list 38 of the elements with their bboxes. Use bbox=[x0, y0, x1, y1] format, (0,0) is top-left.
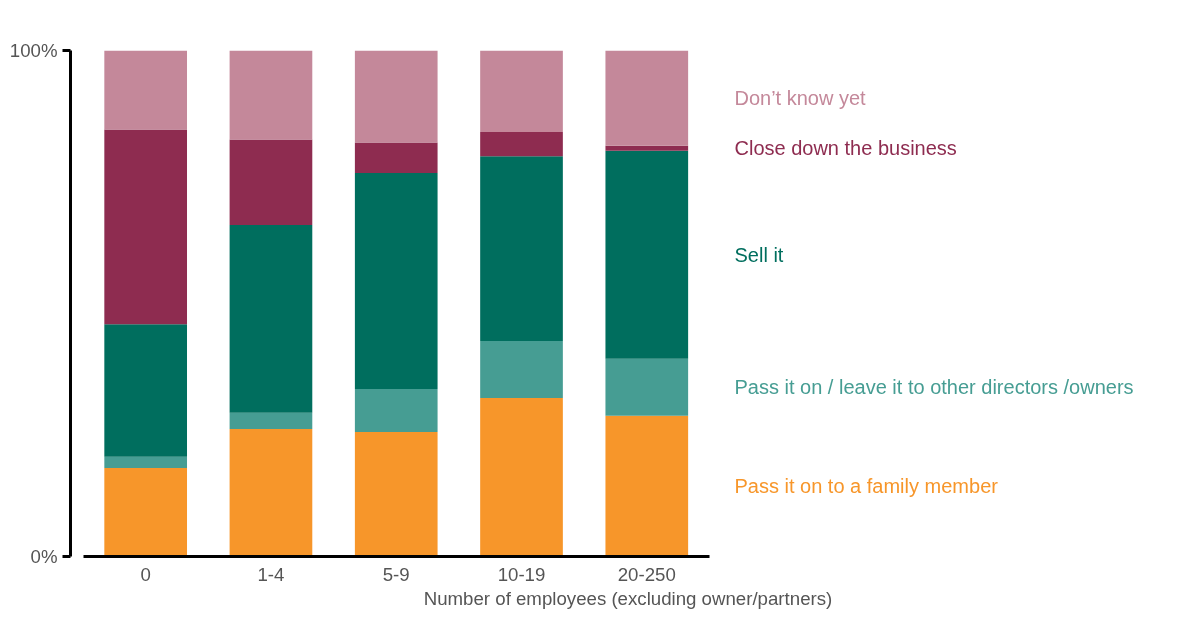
text: Pass it on to a family member bbox=[734, 475, 999, 498]
text: Sell it bbox=[734, 243, 784, 266]
bar bbox=[480, 50, 563, 132]
bar bbox=[354, 432, 438, 557]
bar bbox=[605, 415, 689, 557]
bar bbox=[229, 225, 313, 413]
bar bbox=[605, 358, 689, 416]
x-tick-label: 20-250 bbox=[617, 563, 676, 585]
y-tick-label: 0% bbox=[30, 546, 58, 567]
bar bbox=[354, 389, 438, 433]
x-tick-label: 1-4 bbox=[257, 563, 285, 585]
bar bbox=[104, 467, 188, 557]
bar bbox=[480, 131, 563, 157]
bar bbox=[605, 50, 689, 146]
text: Don’t know yet bbox=[734, 87, 867, 110]
bar bbox=[104, 129, 188, 325]
bar bbox=[354, 142, 438, 173]
bar bbox=[104, 50, 188, 130]
x-tick-label: 5-9 bbox=[382, 563, 410, 585]
bar bbox=[229, 50, 313, 140]
bar bbox=[104, 456, 188, 468]
text: Pass it on / leave it to other directors /owners bbox=[734, 376, 1134, 399]
bar bbox=[605, 150, 689, 359]
bar bbox=[229, 428, 313, 557]
bar bbox=[229, 139, 313, 226]
bar bbox=[480, 156, 563, 341]
bar bbox=[480, 398, 563, 557]
x-axis-title: Number of employees (excluding owner/partners) bbox=[423, 587, 833, 609]
bar bbox=[354, 50, 438, 143]
bar bbox=[104, 324, 188, 457]
text: Close down the business bbox=[734, 137, 957, 160]
bar bbox=[229, 412, 313, 429]
bar bbox=[480, 340, 563, 399]
bar bbox=[605, 145, 689, 151]
y-tick-label: 100% bbox=[9, 40, 58, 61]
x-tick-label: 10-19 bbox=[497, 563, 546, 585]
bar bbox=[354, 172, 438, 390]
x-tick-label: 0 bbox=[140, 563, 151, 585]
